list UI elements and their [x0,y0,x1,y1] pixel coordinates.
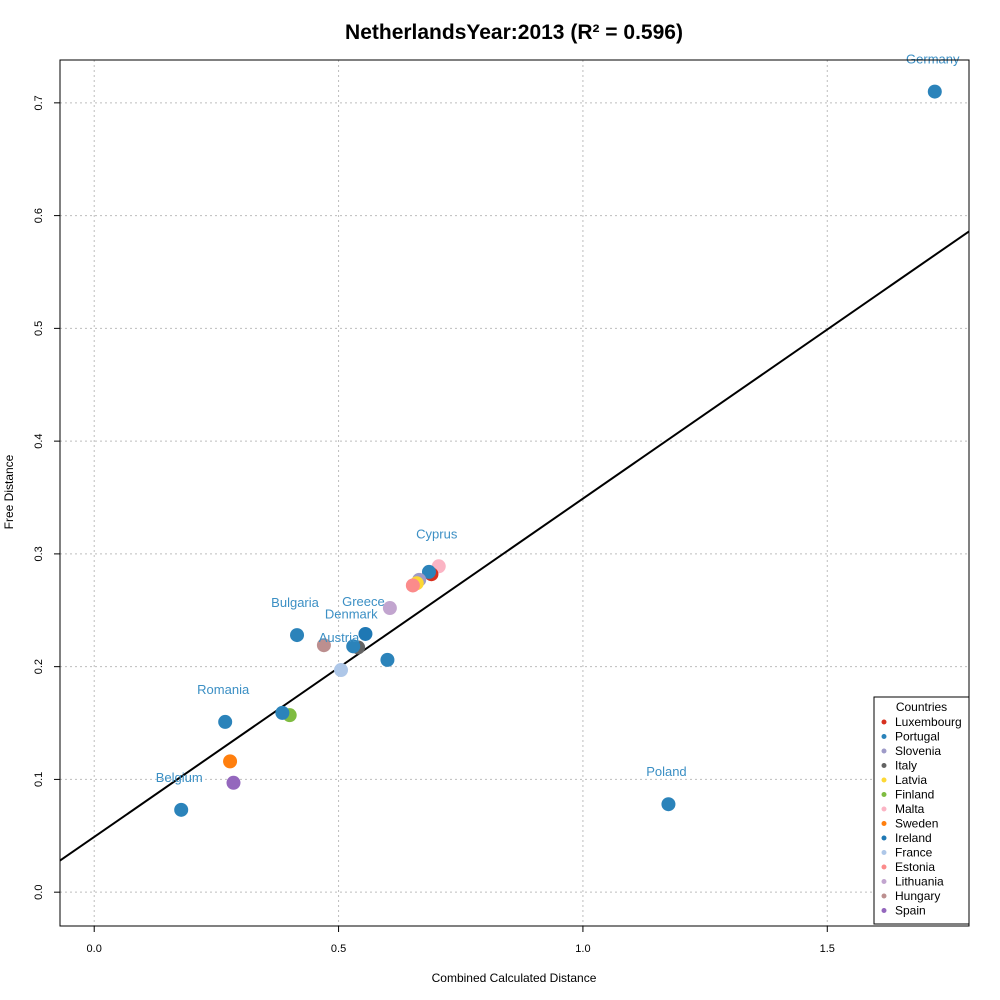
y-tick-label: 0.7 [33,95,45,110]
legend-swatch [881,806,887,812]
data-point [661,797,676,812]
point-label: Romania [197,682,250,697]
data-point [218,714,233,729]
x-tick-label: 0.0 [87,943,102,955]
point-label: Poland [646,764,686,779]
legend-entry: Lithuania [895,875,944,889]
x-tick-label: 1.5 [820,943,835,955]
chart-title: NetherlandsYear:2013 (R² = 0.596) [345,21,683,44]
data-point [223,754,238,769]
point-label: Cyprus [416,526,458,541]
legend-entry: France [895,846,933,860]
data-point [346,639,361,654]
point-label: Germany [906,52,960,67]
data-point [421,564,436,579]
data-point [334,663,349,678]
data-point [382,601,397,616]
legend-swatch [881,748,887,754]
legend-entry: Luxembourg [895,715,962,729]
data-point [927,84,942,99]
y-tick-label: 0.2 [33,659,45,674]
y-tick-label: 0.1 [33,772,45,787]
y-tick-label: 0.5 [33,321,45,336]
data-point [316,638,331,653]
y-tick-label: 0.0 [33,885,45,900]
legend-swatch [881,879,887,884]
y-tick-label: 0.3 [33,546,45,561]
x-axis-label: Combined Calculated Distance [432,971,597,985]
regression-line-group [59,230,970,862]
legend-swatch [881,763,887,768]
legend-entry: Ireland [895,831,932,845]
legend-swatch [881,893,887,899]
data-point [275,705,290,720]
legend-entry: Hungary [895,889,940,903]
point-label: Denmark [325,606,378,621]
legend-entry: Portugal [895,730,940,744]
point-label: Bulgaria [271,595,319,610]
plot-frame [59,59,970,927]
data-point [405,578,420,593]
legend-swatch [881,835,887,841]
point-label: Greece [342,594,385,609]
regression-line [59,230,970,862]
legend-entry: Slovenia [895,744,941,758]
legend-box [873,696,970,925]
data-point [174,802,189,817]
point-label: Belgium [156,770,203,785]
legend: CountriesLuxembourgPortugalSloveniaItaly… [873,696,970,925]
legend-entry: Estonia [895,860,935,874]
data-points [174,84,942,817]
legend-entry: Italy [895,759,917,773]
legend-swatch [881,850,887,855]
legend-swatch [881,792,887,797]
legend-swatch [881,864,887,870]
legend-entry: Malta [895,802,925,816]
legend-entry: Latvia [895,773,927,787]
y-tick-label: 0.4 [33,433,45,448]
legend-swatch [881,719,887,725]
legend-swatch [881,908,887,913]
legend-title: Countries [896,700,947,714]
y-tick-label: 0.6 [33,208,45,223]
point-label: Austria [319,630,360,645]
legend-entry: Finland [895,788,934,802]
data-point [290,628,305,643]
legend-entry: Sweden [895,817,938,831]
axis-ticks: 0.0 0.5 1.0 1.5 0.0 0.1 0.2 0.3 0.4 0.5 0.6 0.7 [33,95,835,955]
legend-swatch [881,777,887,783]
x-tick-label: 1.0 [575,943,590,955]
data-point [358,626,373,641]
y-axis-label: Free Distance [2,454,16,529]
legend-swatch [881,734,887,739]
legend-entry: Spain [895,904,926,918]
data-point [226,775,241,790]
x-tick-label: 0.5 [331,943,346,955]
grid-lines [60,60,969,926]
legend-swatch [881,821,887,826]
data-point [380,652,395,667]
